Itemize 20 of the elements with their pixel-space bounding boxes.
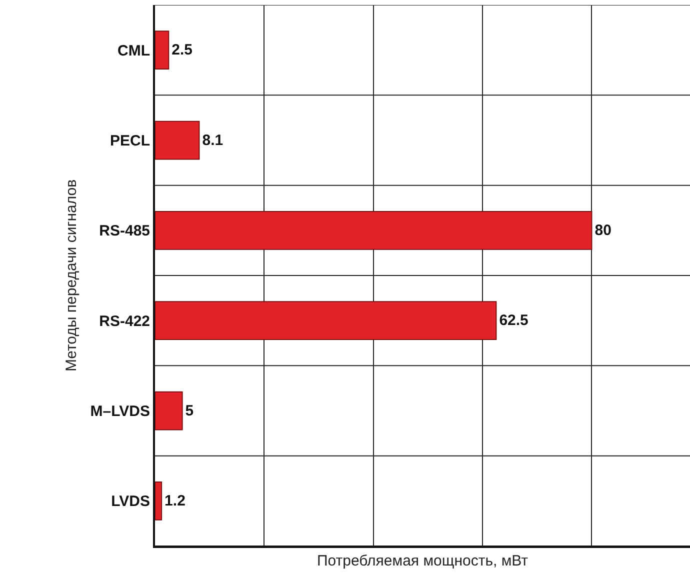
x-axis-title: Потребляемая мощность, мВт <box>316 552 528 570</box>
bar <box>155 210 592 250</box>
y-tick-label: M–LVDS <box>90 403 150 420</box>
bar <box>155 301 497 340</box>
y-tick-label: RS-422 <box>99 312 150 330</box>
y-tick-label: PECL <box>110 132 150 150</box>
bar <box>155 120 200 160</box>
data-label: 2.5 <box>172 42 193 59</box>
bar <box>155 391 183 430</box>
bar <box>155 30 170 70</box>
data-label: 62.5 <box>499 312 528 330</box>
data-label: 80 <box>594 222 612 239</box>
y-tick-label: RS-485 <box>99 222 150 240</box>
y-tick-label: CML <box>118 42 150 60</box>
y-tick-label: LVDS <box>111 493 150 510</box>
data-label: 1.2 <box>164 492 186 510</box>
bar <box>155 481 162 520</box>
data-label: 5 <box>185 402 194 420</box>
y-axis-title: Методы передачи сигналов <box>63 179 80 372</box>
data-label: 8.1 <box>202 132 224 149</box>
